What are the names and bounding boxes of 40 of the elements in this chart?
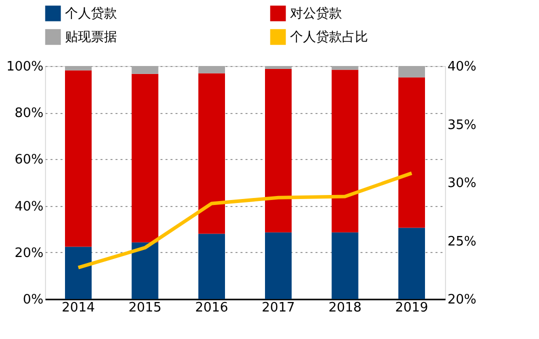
x-tick-label: 2019: [395, 300, 428, 316]
y2-tick-label: 25%: [448, 234, 476, 250]
bar: [132, 242, 158, 299]
x-tick-label: 2015: [128, 300, 162, 316]
bar: [265, 69, 292, 232]
bar: [398, 228, 425, 299]
legend-label: 贴现票据: [65, 30, 117, 45]
legend-label: 个人贷款: [65, 6, 117, 22]
legend-label: 对公贷款: [290, 6, 342, 22]
bar: [132, 74, 158, 242]
bar: [265, 232, 292, 299]
y-tick-label: 0%: [22, 292, 44, 308]
x-tick-label: 2018: [328, 300, 362, 316]
x-tick-label: 2017: [262, 300, 295, 316]
y2-tick-label: 20%: [448, 292, 476, 308]
y-tick-label: 20%: [14, 246, 44, 261]
bar: [332, 70, 358, 232]
y2-tick-label: 30%: [448, 176, 476, 191]
bar: [132, 66, 158, 74]
bar: [65, 246, 92, 299]
y-tick-label: 40%: [14, 199, 44, 214]
bar: [398, 66, 425, 78]
bar: [398, 77, 425, 228]
bar: [65, 70, 92, 247]
y-tick-label: 100%: [6, 60, 44, 74]
line-series: [76, 171, 414, 270]
bar: [332, 232, 358, 299]
y2-tick-label: 40%: [448, 60, 476, 74]
bar: [198, 234, 225, 299]
bar: [198, 73, 225, 234]
y-tick-label: 60%: [14, 152, 44, 168]
bar: [265, 66, 292, 70]
bar: [198, 66, 225, 74]
x-tick-label: 2014: [62, 300, 95, 316]
y2-tick-label: 35%: [448, 118, 476, 133]
y-tick-label: 80%: [14, 106, 44, 122]
bar: [332, 66, 358, 70]
legend-label: 个人贷款占比: [290, 30, 368, 45]
x-tick-label: 2016: [195, 300, 228, 316]
bar: [65, 66, 92, 70]
